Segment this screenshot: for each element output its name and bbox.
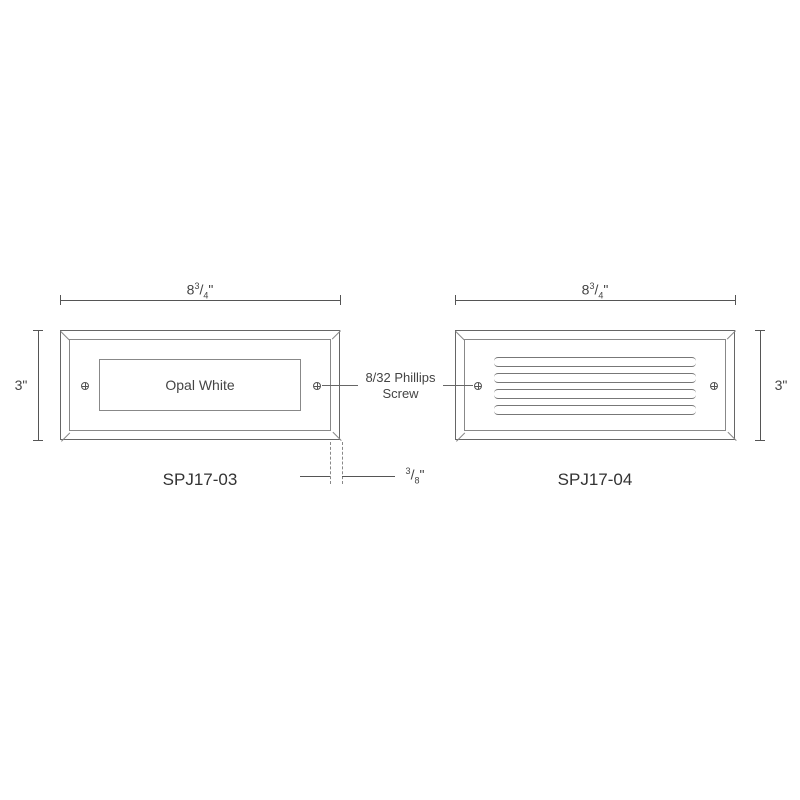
left-width-dim-label: 83/4" — [170, 281, 230, 300]
right-panel-screw-left — [474, 382, 482, 390]
right-height-dim-tick-t — [755, 330, 765, 331]
left-height-dim-label: 3" — [10, 377, 32, 393]
depth-dim-label: 3/8" — [395, 466, 435, 485]
right-model-label: SPJ17-04 — [535, 470, 655, 490]
bevel-diag-bl2 — [456, 433, 465, 442]
left-panel-screw-left — [81, 382, 89, 390]
screw-lead-left — [322, 385, 358, 386]
right-height-dim-line — [760, 330, 761, 440]
bevel-diag-bl — [61, 433, 70, 442]
bevel-diag-tl2 — [455, 331, 464, 340]
right-height-dim-label: 3" — [770, 377, 792, 393]
left-panel-outer: Opal White — [60, 330, 340, 440]
right-width-dim-label: 83/4" — [565, 281, 625, 300]
left-width-dim-tick-r — [340, 295, 341, 305]
screw-callout-line2: Screw — [382, 386, 418, 401]
right-height-dim-tick-b — [755, 440, 765, 441]
left-height-dim-tick-t — [33, 330, 43, 331]
left-model-label: SPJ17-03 — [140, 470, 260, 490]
screw-lead-right — [443, 385, 473, 386]
screw-callout-line1: 8/32 Phillips — [365, 370, 435, 385]
louver-1 — [494, 357, 696, 367]
bevel-diag-tl — [60, 331, 69, 340]
diagram-stage: { "canvas": { "w": 800, "h": 800, "bg": … — [0, 0, 800, 800]
left-panel-screw-right — [313, 382, 321, 390]
right-panel-outer — [455, 330, 735, 440]
right-panel-louver-frame — [486, 353, 704, 417]
right-width-dim-tick-r — [735, 295, 736, 305]
louver-3 — [494, 389, 696, 399]
left-height-dim-tick-b — [33, 440, 43, 441]
depth-dash-2 — [342, 442, 343, 484]
bevel-diag-tr — [332, 330, 341, 339]
screw-callout: 8/32 Phillips Screw — [358, 370, 443, 403]
bevel-diag-br2 — [728, 432, 737, 441]
louver-4 — [494, 405, 696, 415]
bevel-diag-tr2 — [727, 330, 736, 339]
depth-dim-line-r — [342, 476, 397, 477]
left-panel-window: Opal White — [99, 359, 301, 411]
depth-dim-line-l — [300, 476, 330, 477]
opal-white-label: Opal White — [165, 377, 234, 393]
louver-2 — [494, 373, 696, 383]
bevel-diag-br — [333, 432, 342, 441]
right-width-dim-tick-l — [455, 295, 456, 305]
right-panel-screw-right — [710, 382, 718, 390]
depth-dash-1 — [330, 442, 331, 484]
left-width-dim-tick-l — [60, 295, 61, 305]
left-height-dim-line — [38, 330, 39, 440]
